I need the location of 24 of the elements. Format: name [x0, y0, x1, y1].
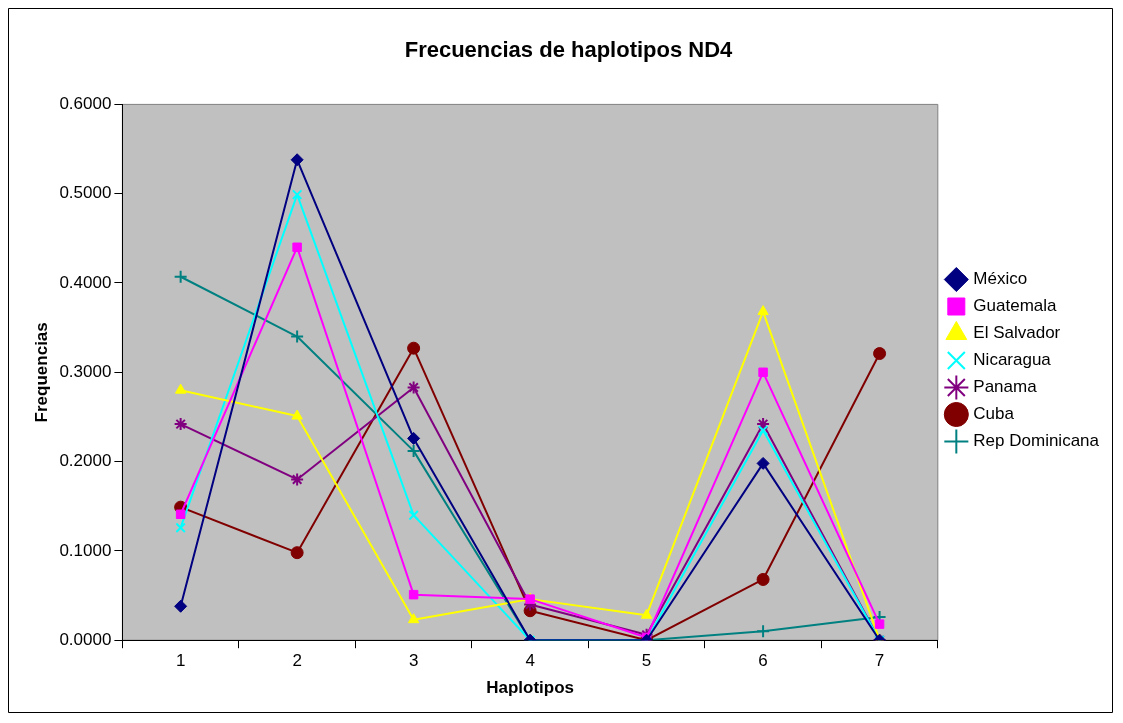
- x-axis-title: Haplotipos: [486, 678, 575, 698]
- y-tick-label: 0.1000: [59, 540, 112, 560]
- y-tick-label: 0.5000: [59, 183, 112, 203]
- legend-label: El Salvador: [973, 323, 1061, 343]
- chart-title: Frecuencias de haplotipos ND4: [404, 37, 734, 63]
- y-axis-title: Frequencias: [31, 322, 51, 423]
- y-tick-label: 0.6000: [59, 94, 112, 114]
- y-tick-label: 0.2000: [59, 451, 112, 471]
- legend-label: México: [973, 269, 1028, 289]
- x-tick-label: 5: [641, 651, 652, 671]
- y-tick-label: 0.0000: [59, 629, 112, 649]
- y-tick-label: 0.3000: [59, 361, 112, 381]
- x-tick-label: 4: [525, 651, 535, 671]
- legend-label: Guatemala: [973, 296, 1058, 316]
- x-tick-label: 1: [175, 651, 186, 671]
- x-tick-label: 7: [874, 651, 885, 671]
- y-tick-label: 0.4000: [59, 272, 112, 292]
- legend-label: Rep Dominicana: [973, 431, 1100, 451]
- legend-label: Cuba: [973, 404, 1015, 424]
- legend-label: Nicaragua: [973, 350, 1052, 370]
- x-tick-label: 2: [292, 651, 302, 671]
- x-tick-label: 3: [408, 651, 419, 671]
- legend-label: Panama: [973, 377, 1038, 397]
- x-tick-label: 6: [758, 651, 768, 671]
